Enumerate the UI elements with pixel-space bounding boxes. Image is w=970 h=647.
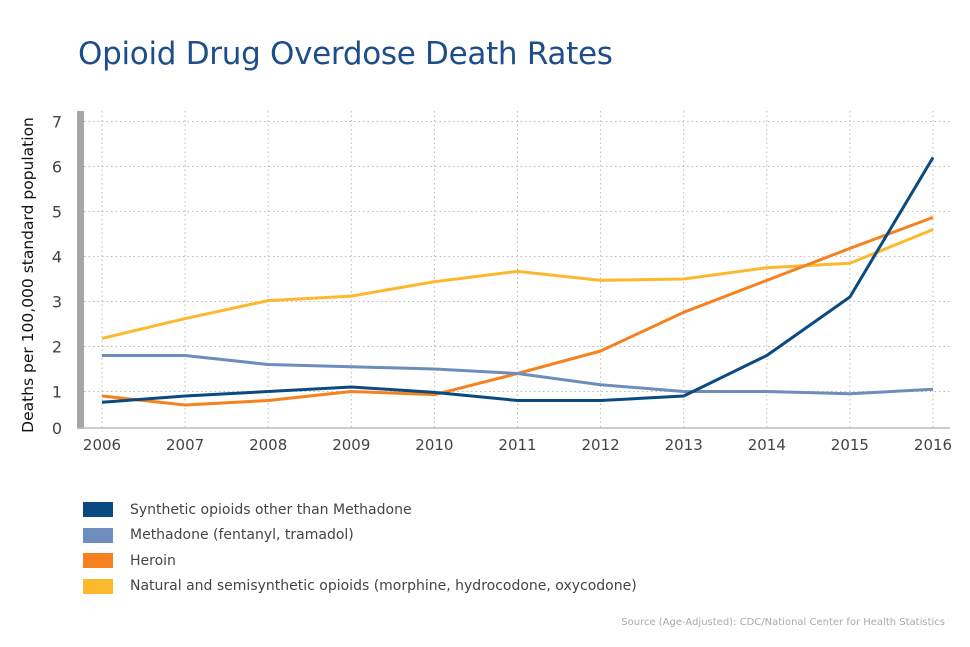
legend-label: Synthetic opioids other than Methadone	[130, 501, 412, 518]
legend-swatch	[83, 553, 113, 569]
legend-swatch	[83, 578, 113, 594]
legend-swatch	[83, 527, 113, 543]
y-tick-label: 3	[52, 293, 62, 312]
legend-item: Natural and semisynthetic opioids (morph…	[83, 574, 637, 600]
x-tick-label: 2009	[332, 436, 370, 454]
legend-item: Synthetic opioids other than Methadone	[83, 497, 637, 523]
x-tick-label: 2015	[831, 436, 869, 454]
y-axis-bar	[77, 111, 84, 429]
x-tick-label: 2006	[83, 436, 121, 454]
chart-title: Opioid Drug Overdose Death Rates	[78, 36, 613, 72]
x-tick-label: 2012	[582, 436, 620, 454]
legend-item: Heroin	[83, 548, 637, 574]
legend-label: Methadone (fentanyl, tramadol)	[130, 527, 354, 544]
y-tick-label: 2	[52, 338, 62, 357]
y-tick-label: 6	[52, 158, 62, 177]
y-tick-label: 0	[52, 419, 62, 438]
legend-swatch	[83, 502, 113, 518]
legend-item: Methadone (fentanyl, tramadol)	[83, 523, 637, 549]
series-line	[102, 354, 934, 396]
series-line	[101, 156, 935, 404]
x-tick-label: 2011	[498, 436, 536, 454]
x-tick-label: 2014	[748, 436, 786, 454]
y-tick-label: 7	[52, 113, 62, 132]
source-note: Source (Age-Adjusted): CDC/National Cent…	[621, 617, 945, 628]
x-tick-label: 2010	[415, 436, 453, 454]
y-tick-label: 4	[52, 248, 62, 267]
x-tick-label: 2016	[914, 436, 952, 454]
x-tick-label: 2013	[665, 436, 703, 454]
y-tick-label: 1	[52, 383, 62, 402]
x-tick-label: 2007	[166, 436, 204, 454]
x-tick-label: 2008	[249, 436, 287, 454]
y-tick-label: 5	[52, 203, 62, 222]
series-line	[101, 228, 934, 340]
legend: Synthetic opioids other than Methadone Me…	[83, 497, 637, 599]
y-axis-label: Deaths per 100,000 standard population	[19, 117, 37, 433]
legend-label: Heroin	[130, 552, 176, 569]
legend-label: Natural and semisynthetic opioids (morph…	[130, 578, 637, 595]
